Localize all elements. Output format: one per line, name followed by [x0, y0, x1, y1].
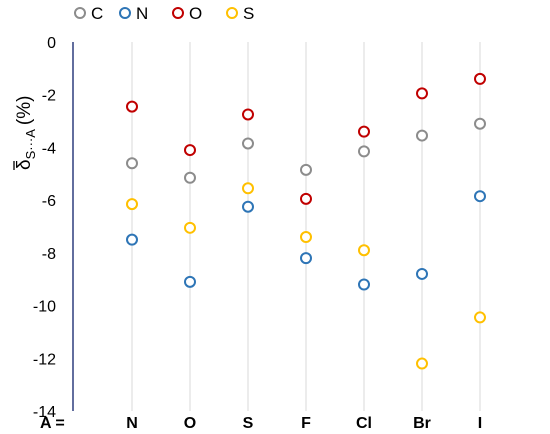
point-s-f	[300, 231, 312, 244]
y-tick-label: -8	[42, 246, 56, 263]
y-axis-label-subscript: S···A	[23, 129, 38, 160]
y-axis-label: δS···A (%)	[13, 96, 38, 170]
legend-item-n: N	[119, 4, 148, 23]
category-label-o: O	[184, 415, 196, 432]
point-n-o	[184, 275, 196, 288]
point-o-s	[242, 108, 254, 121]
point-c-br	[416, 129, 428, 142]
point-o-br	[416, 87, 428, 100]
point-s-n	[126, 198, 138, 211]
category-label-br: Br	[413, 415, 431, 432]
point-s-cl	[358, 244, 370, 257]
legend-label-n: N	[136, 4, 148, 23]
y-axis-label-text: δS···A (%)	[14, 96, 38, 170]
point-s-i	[474, 311, 486, 324]
point-c-f	[300, 163, 312, 176]
series-c	[126, 117, 486, 184]
y-tick-label: -12	[33, 351, 56, 368]
legend-label-c: C	[91, 4, 103, 23]
category-label-f: F	[301, 415, 311, 432]
legend-label-o: O	[189, 4, 202, 23]
point-s-br	[416, 357, 428, 370]
legend-marker-n	[119, 7, 131, 19]
category-label-i: I	[478, 415, 482, 432]
series-o	[126, 72, 486, 205]
series-s	[126, 182, 486, 370]
data-points	[126, 72, 486, 370]
point-c-n	[126, 157, 138, 170]
y-axis-label-symbol: δ	[14, 159, 35, 170]
category-label-n: N	[126, 415, 138, 432]
legend-item-s: S	[226, 4, 254, 23]
y-tick-label: -10	[33, 299, 56, 316]
point-s-s	[242, 182, 254, 195]
legend-marker-c	[74, 7, 86, 19]
vertical-gridlines	[131, 42, 481, 411]
legend-marker-s	[226, 7, 238, 19]
legend-label-s: S	[243, 4, 254, 23]
y-tick-label: -14	[33, 404, 56, 421]
x-axis-prefix: A =	[40, 415, 65, 432]
point-n-cl	[358, 278, 370, 291]
y-axis-label-unit: (%)	[14, 96, 35, 126]
point-s-o	[184, 221, 196, 234]
point-o-f	[300, 192, 312, 205]
series-n	[126, 190, 486, 291]
legend-marker-o	[172, 7, 184, 19]
point-o-n	[126, 100, 138, 113]
legend-item-c: C	[74, 4, 103, 23]
point-c-i	[474, 117, 486, 130]
y-tick-label: -2	[42, 88, 56, 105]
point-n-s	[242, 200, 254, 213]
legend-item-o: O	[172, 4, 202, 23]
y-tick-label: -4	[42, 140, 56, 157]
point-o-o	[184, 144, 196, 157]
point-n-n	[126, 233, 138, 246]
point-n-i	[474, 190, 486, 203]
y-tick-labels: 0 -2 -4 -6 -8 -10 -12 -14	[33, 35, 56, 421]
category-labels: A = N O S F Cl Br I	[40, 415, 482, 432]
point-n-br	[416, 267, 428, 280]
y-tick-label: -6	[42, 193, 56, 210]
point-c-s	[242, 137, 254, 150]
point-n-f	[300, 252, 312, 265]
category-label-cl: Cl	[356, 415, 372, 432]
point-o-cl	[358, 125, 370, 138]
category-label-s: S	[243, 415, 254, 432]
point-c-o	[184, 171, 196, 184]
point-c-cl	[358, 145, 370, 158]
y-tick-label: 0	[47, 35, 56, 52]
point-o-i	[474, 72, 486, 85]
